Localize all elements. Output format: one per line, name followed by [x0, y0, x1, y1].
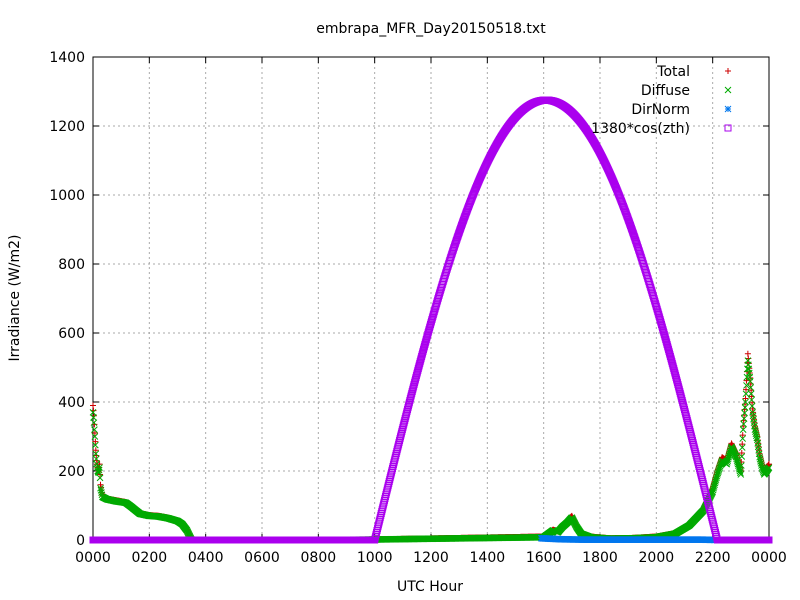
series-1380-cos-zth- — [89, 96, 773, 544]
legend-marker — [724, 86, 732, 94]
data-point — [741, 404, 749, 411]
x-tick-label: 0200 — [132, 550, 168, 566]
chart-title: embrapa_MFR_Day20150518.txt — [316, 21, 546, 37]
data-point — [739, 426, 747, 433]
data-point — [748, 402, 756, 410]
data-point — [756, 455, 764, 463]
data-point — [747, 390, 755, 398]
data-point — [752, 432, 760, 440]
legend: Total Diffuse DirNorm 1380*cos(zth) — [591, 64, 732, 137]
series-dirnorm — [537, 534, 719, 544]
y-tick-label: 400 — [58, 395, 85, 411]
data-point — [737, 469, 744, 477]
legend-marker — [724, 124, 732, 132]
data-point — [90, 419, 98, 427]
data-point — [740, 420, 748, 428]
grid — [93, 57, 769, 540]
y-tick-label: 1000 — [49, 188, 85, 204]
data-point — [95, 469, 102, 477]
data-point — [738, 450, 745, 457]
x-axis-label: UTC Hour — [397, 579, 463, 595]
x-tick-label: 0400 — [188, 550, 224, 566]
legend-label: 1380*cos(zth) — [591, 121, 690, 137]
x-tick-label: 1600 — [526, 550, 562, 566]
data-point — [752, 430, 760, 438]
x-tick-label: 1000 — [357, 550, 393, 566]
y-tick-label: 200 — [58, 464, 85, 480]
data-point — [751, 426, 759, 433]
data-point — [91, 441, 99, 449]
x-tick-label: 1200 — [413, 550, 449, 566]
x-tick-label: 1800 — [582, 550, 618, 566]
data-point — [738, 453, 746, 460]
data-point — [95, 466, 103, 474]
data-point — [740, 415, 748, 422]
data-point — [742, 390, 750, 398]
data-point — [91, 426, 98, 433]
data-point — [757, 457, 764, 465]
legend-label: Diffuse — [641, 83, 690, 99]
legend-label: Total — [656, 64, 690, 80]
y-tick-label: 800 — [58, 257, 85, 273]
data-point — [739, 441, 746, 448]
data-point — [742, 398, 749, 406]
legend-marker — [724, 105, 732, 113]
data-point — [739, 435, 747, 442]
data-point — [743, 373, 751, 381]
data-point — [96, 474, 104, 482]
data-point — [742, 395, 749, 402]
marks — [89, 96, 773, 544]
data-point — [744, 365, 751, 373]
data-point — [91, 430, 98, 437]
data-point — [743, 377, 750, 384]
data-point — [746, 377, 754, 385]
y-tick-label: 1200 — [49, 119, 85, 135]
x-tick-label: 2200 — [695, 550, 731, 566]
y-axis-label: Irradiance (W/m2) — [7, 235, 23, 362]
data-point — [752, 428, 759, 436]
data-point — [766, 461, 772, 468]
x-tick-label: 0000 — [751, 550, 787, 566]
data-point — [753, 434, 761, 442]
data-point — [96, 464, 103, 471]
y-tick-label: 1400 — [49, 50, 85, 66]
x-tick-label: 0600 — [244, 550, 280, 566]
y-tick-label: 0 — [76, 533, 85, 549]
data-point — [92, 438, 99, 445]
data-point — [748, 396, 755, 404]
series-diffuse — [89, 357, 773, 544]
series-total — [90, 350, 772, 543]
data-point — [741, 409, 748, 417]
data-point — [737, 471, 745, 478]
data-point — [765, 464, 773, 471]
data-point — [765, 536, 773, 544]
data-point — [747, 384, 755, 391]
data-point — [90, 402, 96, 409]
legend-marker — [725, 68, 731, 74]
data-point — [92, 447, 99, 454]
data-point — [739, 432, 746, 439]
data-point — [756, 453, 763, 461]
y-tick-label: 600 — [58, 326, 85, 342]
data-point — [757, 460, 765, 467]
data-point — [737, 462, 745, 469]
data-point — [738, 444, 746, 451]
x-tick-label: 2000 — [639, 550, 675, 566]
x-tick-label: 0000 — [75, 550, 111, 566]
data-point — [91, 433, 99, 440]
data-point — [96, 461, 103, 468]
x-tick-label: 0800 — [301, 550, 337, 566]
x-tick-label: 1400 — [470, 550, 506, 566]
legend-label: DirNorm — [631, 102, 690, 118]
